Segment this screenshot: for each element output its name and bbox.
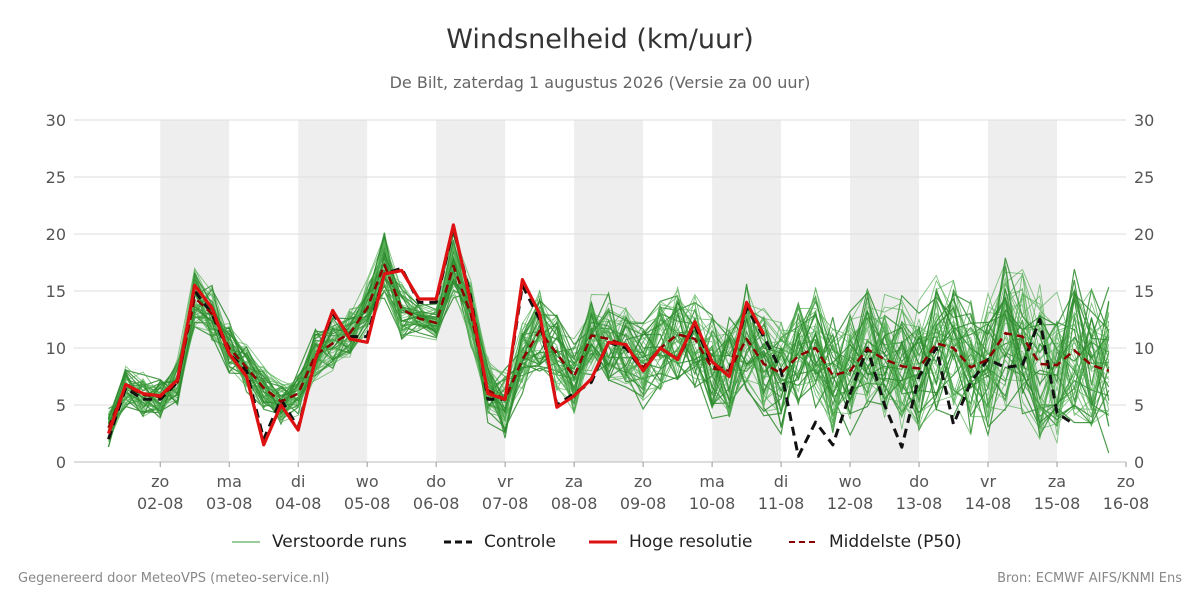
footer-source: Bron: ECMWF AIFS/KNMI Ens	[997, 571, 1182, 586]
y-tick-label-right: 10	[1134, 339, 1154, 358]
ensemble-member-line	[108, 245, 1110, 438]
y-tick-label-left: 10	[46, 339, 66, 358]
legend-label-hoge-resolutie: Hoge resolutie	[629, 532, 753, 552]
x-tick-date: 03-08	[206, 494, 253, 513]
x-tick-date: 09-08	[620, 494, 667, 513]
y-tick-label-right: 0	[1134, 453, 1144, 472]
x-tick-date: 04-08	[275, 494, 322, 513]
x-tick-day: zo	[634, 472, 652, 491]
x-tick-date: 10-08	[689, 494, 736, 513]
x-tick-date: 13-08	[896, 494, 943, 513]
y-tick-label-left: 25	[46, 168, 66, 187]
y-tick-label-left: 20	[46, 225, 66, 244]
x-tick-date: 11-08	[758, 494, 805, 513]
y-tick-label-right: 20	[1134, 225, 1154, 244]
x-tick-day: wo	[839, 472, 862, 491]
x-tick-day: vr	[497, 472, 513, 491]
x-tick-date: 12-08	[827, 494, 874, 513]
x-tick-day: ma	[217, 472, 242, 491]
series-line-high-res	[106, 223, 766, 447]
y-tick-label-left: 30	[46, 111, 66, 130]
legend-swatch-perturbed	[232, 541, 260, 543]
x-tick-date: 14-08	[965, 494, 1012, 513]
x-tick-date: 06-08	[413, 494, 460, 513]
legend: Verstoorde runs Controle Hoge resolutie …	[0, 528, 1200, 556]
legend-swatch-high-res	[589, 540, 617, 544]
x-tick-day: di	[291, 472, 306, 491]
x-tick-day: wo	[356, 472, 379, 491]
x-tick-day: ma	[699, 472, 724, 491]
x-tick-date: 02-08	[137, 494, 184, 513]
y-tick-label-right: 15	[1134, 282, 1154, 301]
x-tick-day: do	[426, 472, 446, 491]
y-tick-label-left: 15	[46, 282, 66, 301]
legend-item-hoge-resolutie[interactable]: Hoge resolutie	[589, 528, 753, 556]
ensemble-member-line	[108, 262, 1110, 432]
x-tick-day: do	[909, 472, 929, 491]
legend-label-verstoorde-runs: Verstoorde runs	[272, 532, 407, 552]
x-tick-day: za	[565, 472, 583, 491]
x-tick-date: 16-08	[1103, 494, 1150, 513]
legend-label-controle: Controle	[484, 532, 556, 552]
x-tick-day: di	[774, 472, 789, 491]
x-tick-date: 07-08	[482, 494, 529, 513]
x-tick-day: zo	[151, 472, 169, 491]
legend-swatch-control	[444, 540, 472, 544]
chart-title: Windsnelheid (km/uur)	[446, 24, 754, 55]
legend-item-verstoorde-runs[interactable]: Verstoorde runs	[232, 528, 407, 556]
x-tick-day: vr	[980, 472, 996, 491]
ensemble-member-line	[108, 241, 1110, 424]
chart-area: 0 0 5 5 10 10 15 15 20 20 25 25 30 30 zo 02-08 ma 03-08 di…	[46, 111, 1155, 513]
series-line-control	[107, 226, 1076, 458]
legend-label-middelste: Middelste (P50)	[829, 532, 962, 552]
y-tick-label-right: 30	[1134, 111, 1154, 130]
y-tick-label-right: 5	[1134, 396, 1144, 415]
series-line-median	[107, 263, 1110, 429]
ensemble-member-line	[107, 239, 1109, 428]
y-tick-label-left: 0	[56, 453, 66, 472]
ensemble-member-line	[107, 274, 1110, 440]
legend-swatch-median	[789, 541, 817, 543]
footer-credit: Gegenereerd door MeteoVPS (meteo-service…	[18, 571, 330, 586]
ensemble-member-line	[108, 244, 1110, 441]
x-tick-day: za	[1048, 472, 1066, 491]
y-tick-label-left: 5	[56, 396, 66, 415]
legend-item-middelste[interactable]: Middelste (P50)	[789, 528, 962, 556]
x-tick-day: zo	[1117, 472, 1135, 491]
x-tick-date: 05-08	[344, 494, 391, 513]
chart-subtitle: De Bilt, zaterdag 1 augustus 2026 (Versi…	[389, 73, 811, 92]
ensemble-member-line	[107, 251, 1110, 448]
legend-item-controle[interactable]: Controle	[444, 528, 556, 556]
y-tick-label-right: 25	[1134, 168, 1154, 187]
x-tick-date: 15-08	[1034, 494, 1081, 513]
x-tick-date: 08-08	[551, 494, 598, 513]
